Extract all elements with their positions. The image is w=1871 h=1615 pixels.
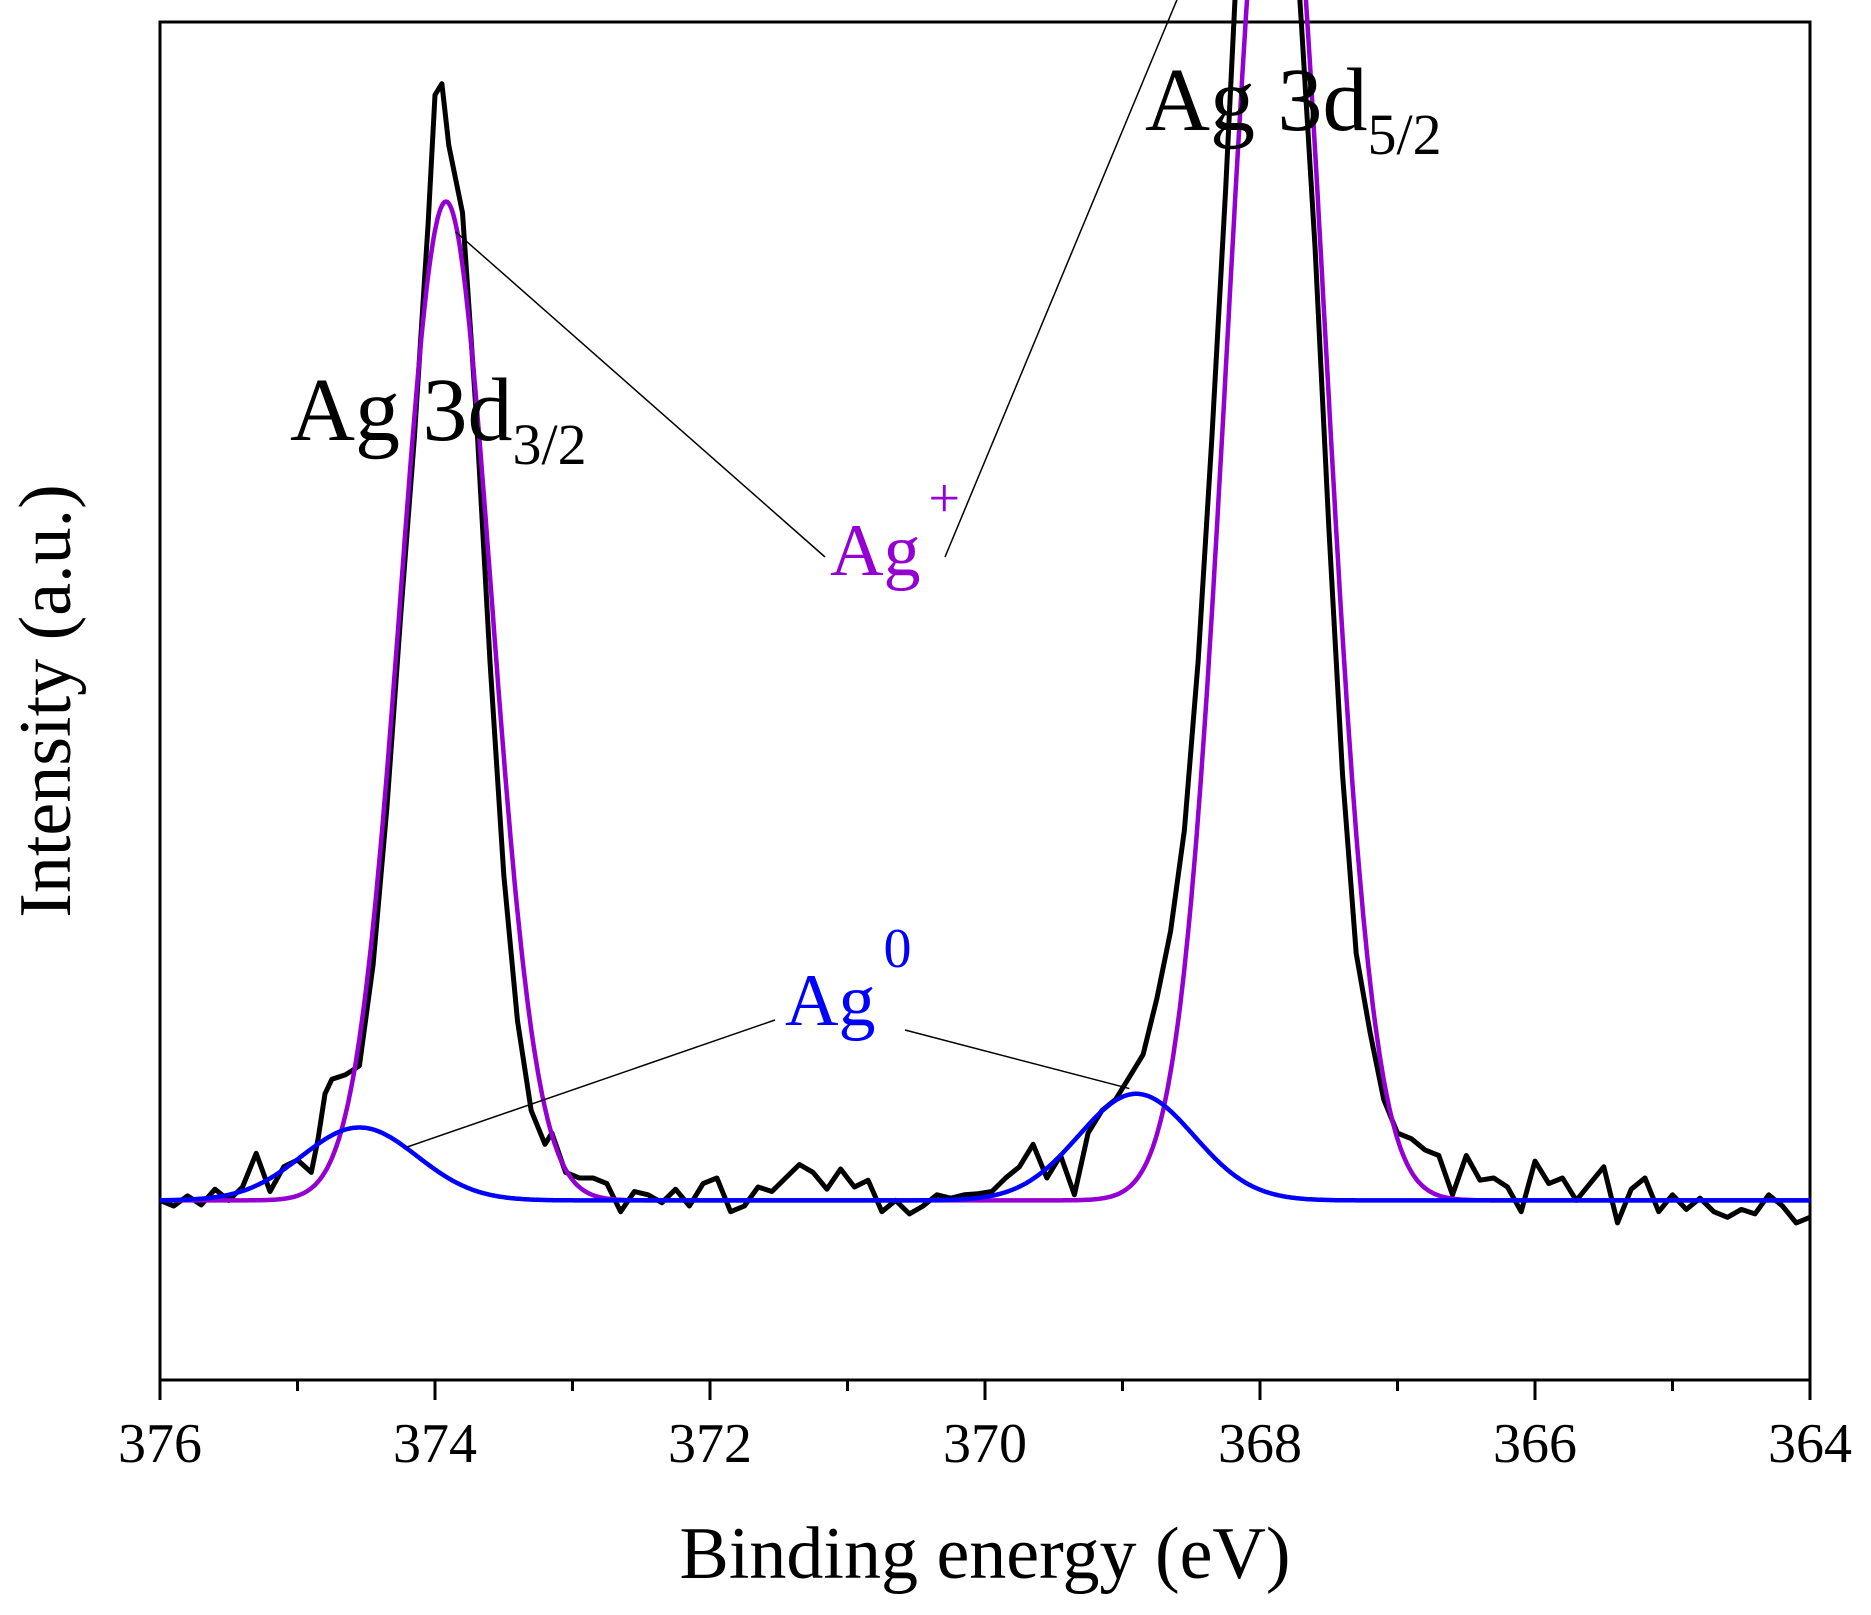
ag-zero-label: Ag0 xyxy=(785,918,911,1042)
annotation-leader-lines xyxy=(407,0,1178,1148)
ag-3d32-label: Ag 3d3/2 xyxy=(290,361,587,477)
ag-plus-label-base: Ag xyxy=(830,510,920,592)
ag-zero-label-base: Ag xyxy=(785,960,875,1042)
x-tick-label: 376 xyxy=(118,1413,202,1475)
ag-plus-fit-line xyxy=(160,0,1810,1203)
ag-zero-label-sup: 0 xyxy=(883,918,911,980)
x-tick-label: 374 xyxy=(393,1413,477,1475)
ag-zero-fit-line xyxy=(160,1091,1810,1203)
raw-spectrum-line xyxy=(159,0,1811,1226)
ag-zero-leader-right xyxy=(904,1029,1130,1090)
x-tick-label: 368 xyxy=(1218,1413,1302,1475)
ag-3d52-label-base: Ag 3d xyxy=(1145,51,1368,150)
plot-curves xyxy=(159,0,1811,1226)
ag-3d32-label-sub: 3/2 xyxy=(513,412,587,477)
ag-3d52-label-sub: 5/2 xyxy=(1368,102,1442,167)
x-axis-title: Binding energy (eV) xyxy=(679,1513,1290,1595)
ag-3d52-label: Ag 3d5/2 xyxy=(1145,51,1442,167)
x-tick-label: 372 xyxy=(668,1413,752,1475)
x-tick-label: 366 xyxy=(1493,1413,1577,1475)
ag-plus-leader-right xyxy=(944,0,1178,558)
ag-3d32-label-base: Ag 3d xyxy=(290,361,513,460)
x-tick-label: 364 xyxy=(1768,1413,1852,1475)
x-tick-label: 370 xyxy=(943,1413,1027,1475)
ag-plus-label: Ag+ xyxy=(830,468,960,592)
x-axis-ticks xyxy=(158,1380,1812,1400)
x-axis-tick-labels: 376 374 372 370 368 366 364 xyxy=(118,1413,1852,1475)
y-axis-title: Intensity (a.u.) xyxy=(5,484,87,918)
ag-plus-leader-left xyxy=(455,231,826,558)
ag-plus-label-sup: + xyxy=(928,468,960,530)
ag-zero-leader-left xyxy=(407,1019,776,1148)
